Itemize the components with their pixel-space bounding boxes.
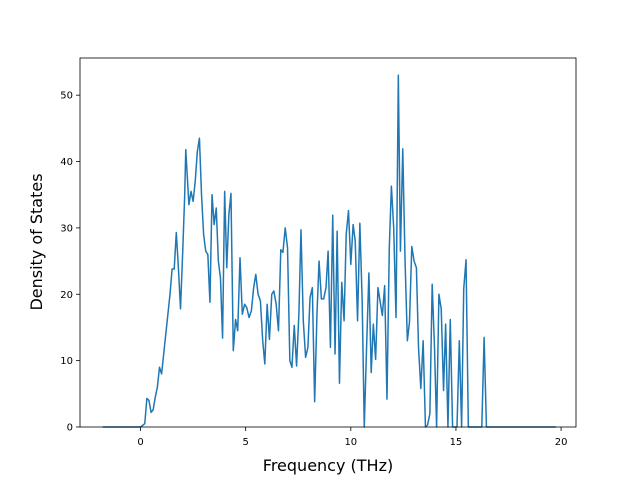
x-tick-label: 15 <box>450 437 463 448</box>
data-line <box>102 74 556 428</box>
y-tick-label: 0 <box>67 423 73 434</box>
y-tick-label: 10 <box>60 356 73 367</box>
y-tick-label: 50 <box>60 91 73 102</box>
x-tick-label: 5 <box>242 437 248 448</box>
x-tick-label: 10 <box>344 437 357 448</box>
y-tick-label: 30 <box>60 223 73 234</box>
x-axis-label: Frequency (THz) <box>263 456 393 475</box>
x-tick-label: 20 <box>555 437 568 448</box>
plot-frame <box>79 57 577 428</box>
y-tick-label: 40 <box>60 157 73 168</box>
x-tick-label: 0 <box>137 437 143 448</box>
y-axis-label: Density of States <box>27 173 46 310</box>
y-tick-label: 20 <box>60 290 73 301</box>
